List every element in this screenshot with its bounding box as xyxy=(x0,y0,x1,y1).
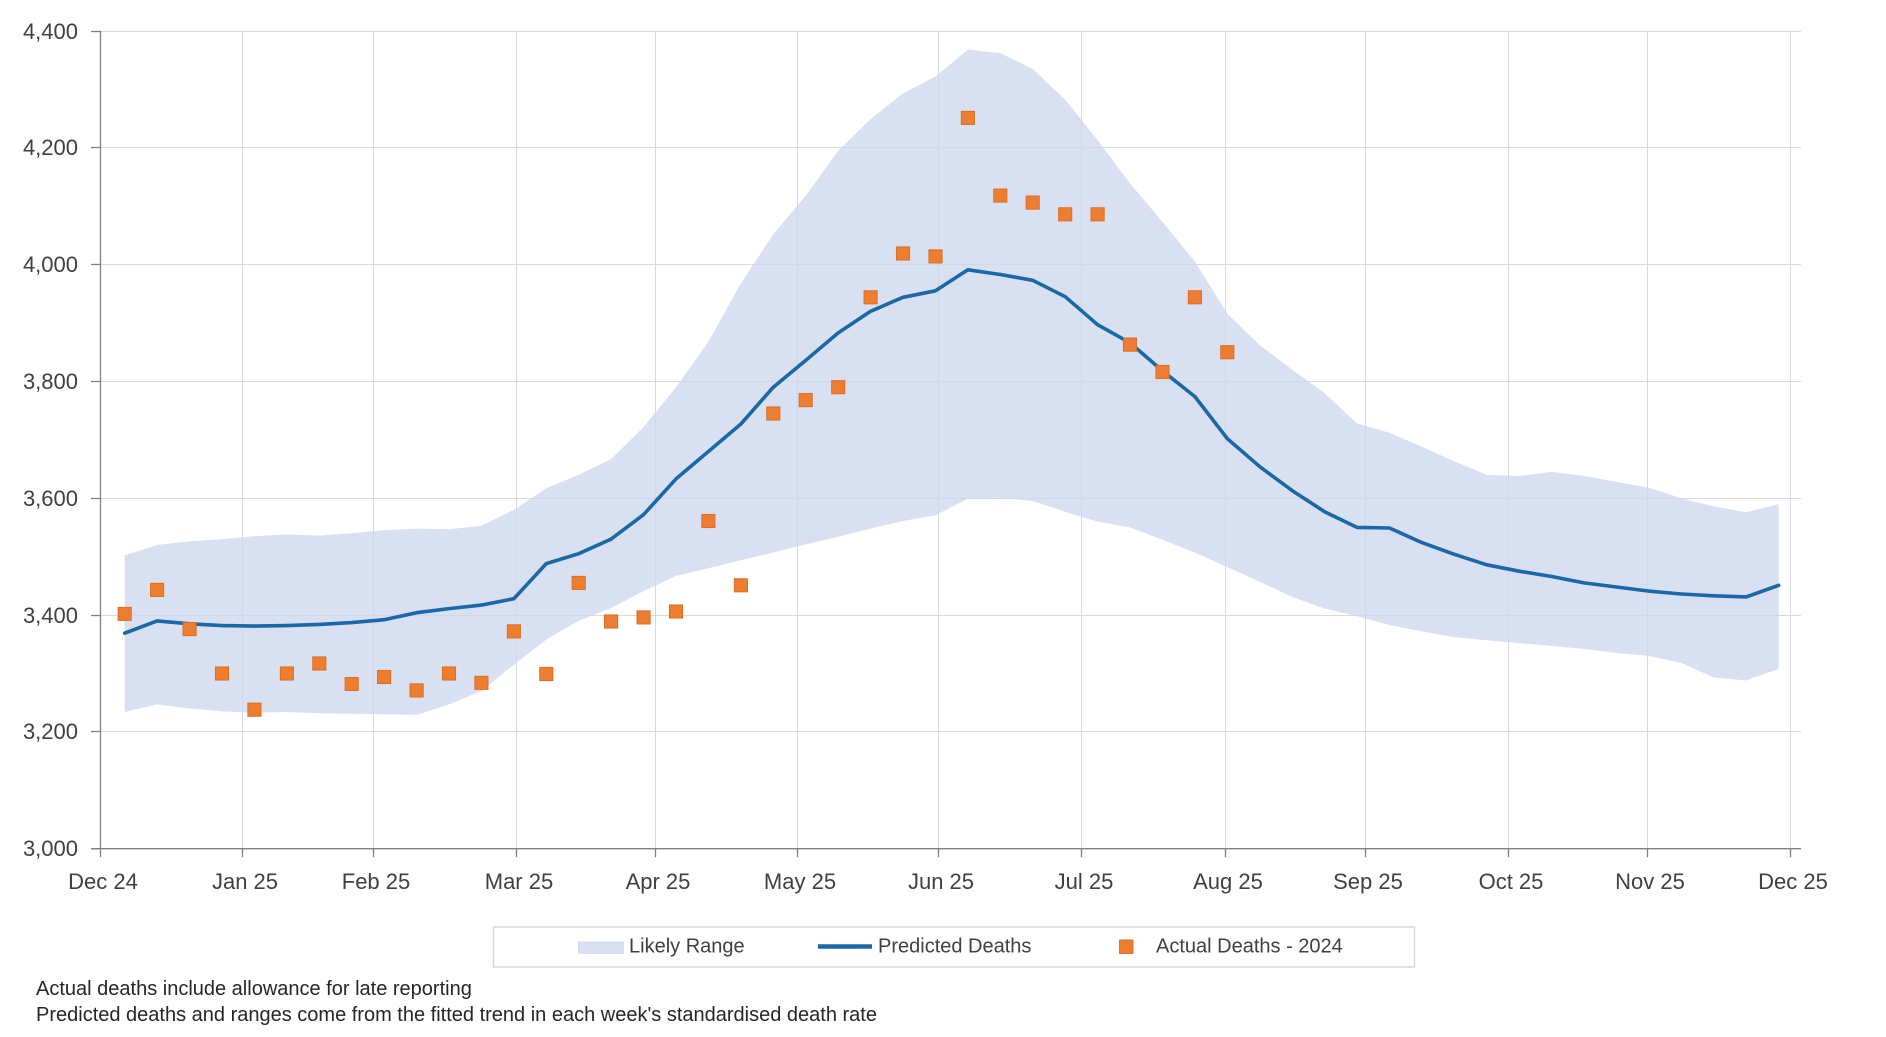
svg-text:May 25: May 25 xyxy=(764,869,836,894)
svg-text:Jun 25: Jun 25 xyxy=(908,869,974,894)
svg-text:Mar 25: Mar 25 xyxy=(485,869,553,894)
svg-text:3,200: 3,200 xyxy=(23,719,78,744)
svg-text:Feb 25: Feb 25 xyxy=(342,869,411,894)
svg-text:3,800: 3,800 xyxy=(23,369,78,394)
svg-text:3,400: 3,400 xyxy=(23,603,78,628)
svg-text:Sep 25: Sep 25 xyxy=(1333,869,1403,894)
svg-text:Dec 24: Dec 24 xyxy=(68,869,138,894)
svg-text:Nov 25: Nov 25 xyxy=(1615,869,1685,894)
svg-text:Predicted Deaths: Predicted Deaths xyxy=(878,936,1031,958)
svg-text:Jul 25: Jul 25 xyxy=(1055,869,1114,894)
svg-text:Actual deaths include allowanc: Actual deaths include allowance for late… xyxy=(36,978,472,1000)
svg-text:4,400: 4,400 xyxy=(23,19,78,44)
svg-text:Apr 25: Apr 25 xyxy=(626,869,691,894)
svg-text:Actual Deaths - 2024: Actual Deaths - 2024 xyxy=(1156,936,1343,958)
svg-text:Jan 25: Jan 25 xyxy=(212,869,278,894)
svg-text:3,000: 3,000 xyxy=(23,836,78,861)
svg-text:Aug 25: Aug 25 xyxy=(1193,869,1263,894)
svg-text:Oct 25: Oct 25 xyxy=(1479,869,1544,894)
svg-text:3,600: 3,600 xyxy=(23,486,78,511)
svg-text:Likely Range: Likely Range xyxy=(629,936,745,958)
svg-text:Predicted deaths and ranges co: Predicted deaths and ranges come from th… xyxy=(36,1004,877,1026)
svg-text:Dec 25: Dec 25 xyxy=(1758,869,1828,894)
svg-text:4,000: 4,000 xyxy=(23,252,78,277)
svg-text:4,200: 4,200 xyxy=(23,135,78,160)
